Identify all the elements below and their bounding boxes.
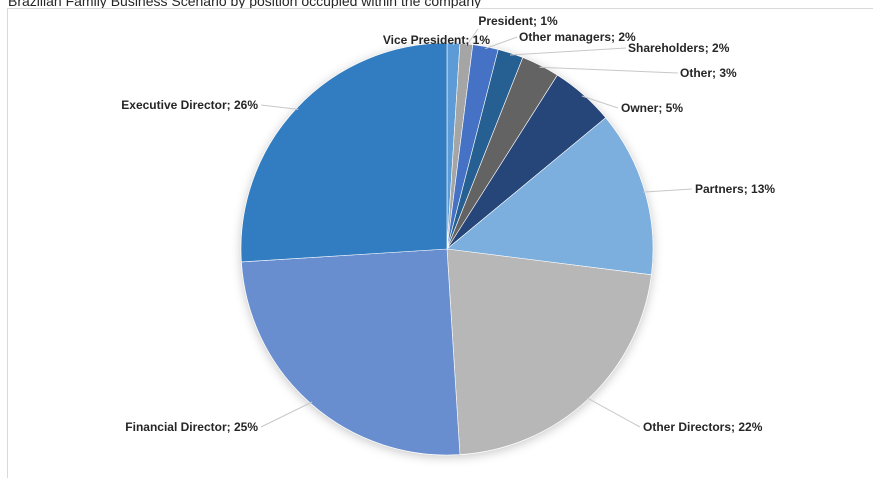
slice-label-president: President; 1% [478,14,558,28]
slice-label-owner: Owner; 5% [621,101,683,115]
chart-title: Brazilian Family Business Scenario by po… [8,0,482,9]
slice-label-vice-president: Vice President; 1% [383,33,490,47]
leader-line-other [539,66,679,74]
leader-line-other-managers [485,36,518,50]
slice-labels: Vice President; 1% President; 1% Other man… [121,14,775,434]
pie-slice-executive-director [240,42,448,263]
pie-slices [240,42,654,456]
leader-lines [260,28,693,428]
leader-line-president [465,28,479,47]
slice-label-financial-director: Financial Director; 25% [125,420,258,434]
slice-label-other-managers: Other managers; 2% [519,30,636,44]
leader-line-partners [642,188,693,193]
slice-label-executive-director: Executive Director; 26% [121,98,258,112]
pie-slice-other-directors [446,248,652,455]
leader-line-owner [581,95,619,109]
leader-line-shareholders [509,47,627,56]
pie-slice-financial-director [241,248,461,456]
leader-line-executive-director [260,104,299,110]
leader-line-vice-president [452,39,456,46]
slice-label-shareholders: Shareholders; 2% [628,41,730,55]
slice-label-partners: Partners; 13% [695,182,775,196]
slice-label-other: Other; 3% [680,66,737,80]
slice-label-other-directors: Other Directors; 22% [643,420,763,434]
chart-area [7,8,873,478]
leader-line-financial-director [260,401,313,428]
leader-line-other-directors [586,397,641,428]
